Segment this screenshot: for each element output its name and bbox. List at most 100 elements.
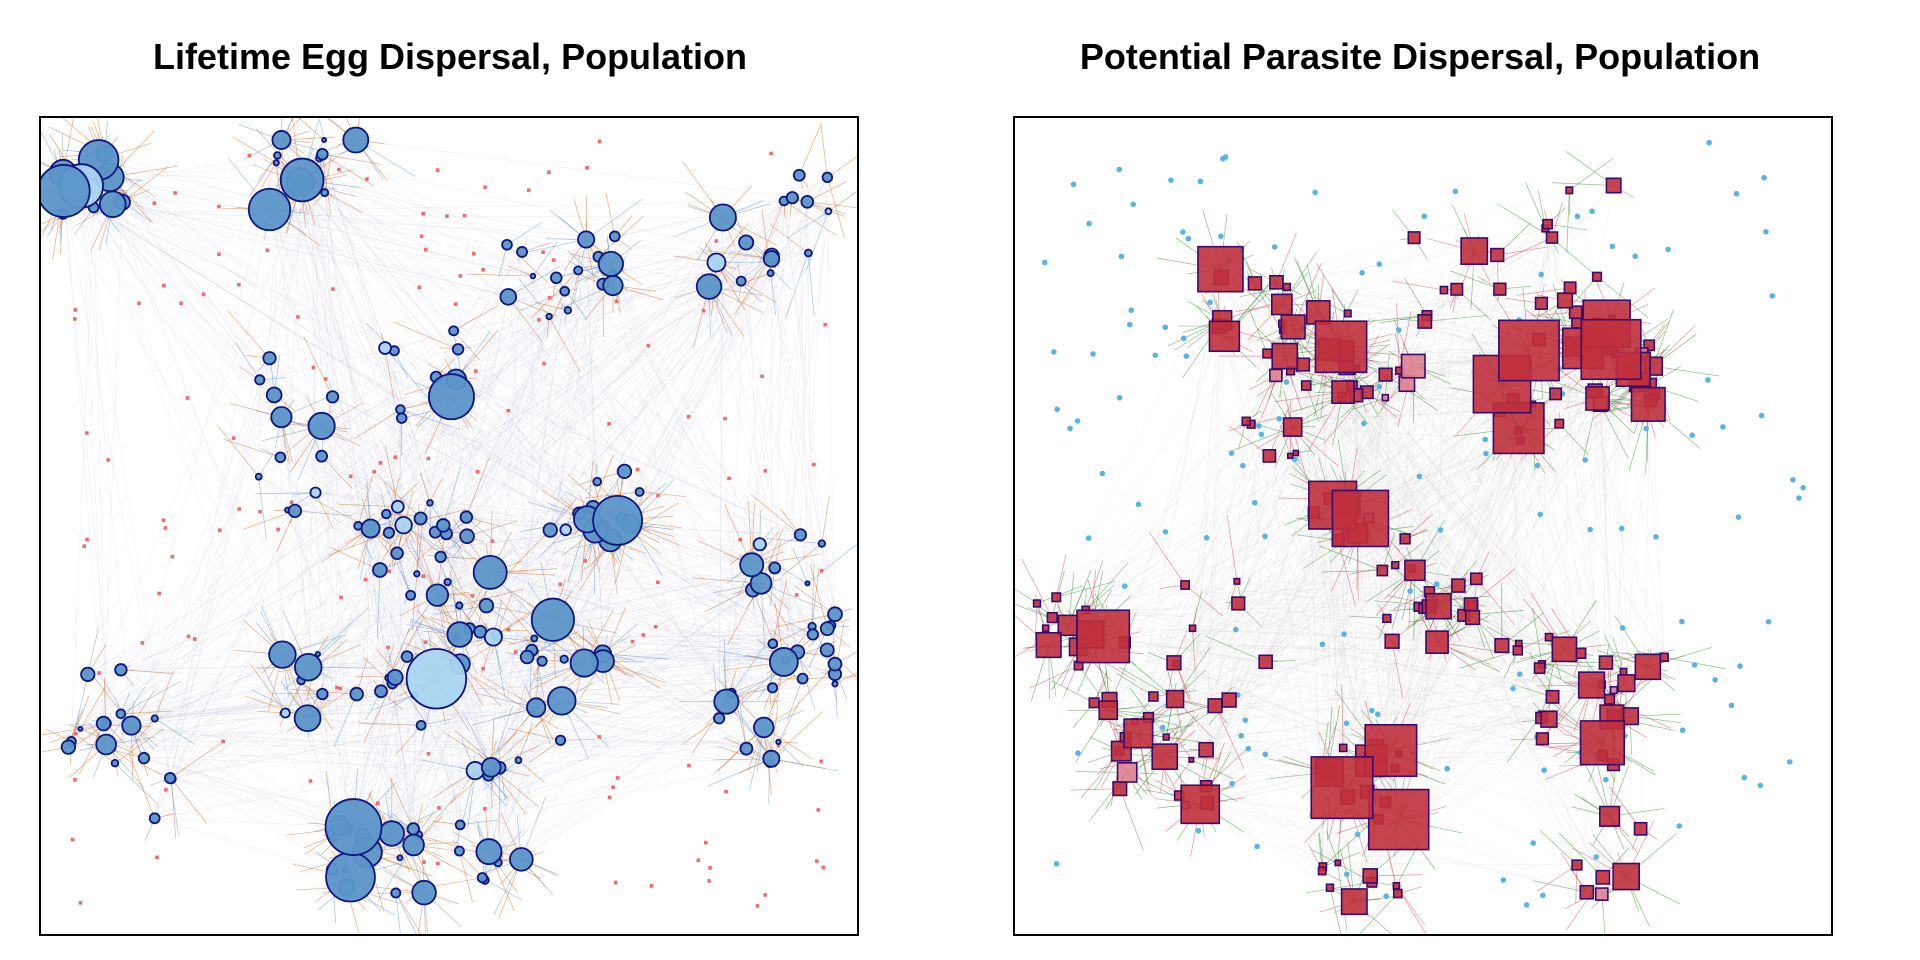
population-node	[1270, 293, 1293, 316]
population-node	[1035, 631, 1062, 659]
population-node	[374, 684, 388, 699]
population-node	[1612, 862, 1641, 891]
population-node	[164, 771, 177, 785]
population-node	[739, 741, 754, 756]
population-node	[1571, 859, 1583, 871]
population-node	[634, 487, 645, 497]
empty-site-marker	[1786, 759, 1793, 765]
population-node	[1317, 866, 1327, 876]
population-node	[1551, 636, 1578, 663]
empty-site-marker	[335, 685, 339, 690]
population-node	[454, 819, 466, 831]
empty-site-marker	[473, 369, 478, 373]
empty-site-marker	[1240, 462, 1246, 469]
population-node	[762, 250, 781, 268]
population-node	[793, 528, 807, 542]
empty-site-marker	[483, 185, 487, 190]
population-node	[713, 688, 740, 715]
population-node	[1198, 741, 1214, 758]
population-node	[415, 719, 427, 731]
population-node	[320, 188, 330, 198]
empty-site-marker	[331, 287, 335, 291]
population-node	[1123, 718, 1154, 749]
population-node	[1417, 313, 1433, 329]
empty-site-marker	[1203, 535, 1210, 541]
empty-site-marker	[1283, 379, 1290, 385]
population-node	[819, 642, 835, 658]
population-node	[1325, 883, 1335, 892]
population-node	[476, 872, 488, 884]
population-node	[273, 151, 282, 160]
empty-site-marker	[70, 837, 75, 842]
population-node	[1609, 686, 1618, 695]
population-node	[509, 847, 534, 872]
population-nodes	[41, 126, 843, 906]
empty-site-marker	[421, 574, 426, 578]
population-node	[768, 561, 782, 575]
population-node	[360, 518, 381, 539]
population-node	[279, 707, 291, 719]
empty-site-marker	[1452, 188, 1459, 195]
empty-site-marker	[760, 374, 764, 379]
empty-site-marker	[475, 470, 480, 474]
population-node	[1571, 317, 1583, 329]
empty-site-marker	[97, 671, 101, 675]
population-node	[616, 463, 633, 480]
population-node	[1051, 592, 1062, 603]
population-node	[530, 634, 539, 643]
empty-site-marker	[155, 855, 159, 860]
population-node	[1116, 762, 1138, 783]
empty-site-marker	[445, 214, 449, 218]
empty-site-marker	[1537, 511, 1544, 518]
empty-site-marker	[1041, 259, 1048, 266]
population-node	[265, 386, 283, 404]
population-node	[1046, 612, 1058, 624]
population-node	[1300, 380, 1312, 391]
empty-site-marker	[1376, 261, 1383, 267]
population-node	[529, 272, 537, 280]
population-node	[1207, 698, 1223, 714]
population-node	[545, 312, 553, 321]
empty-site-marker	[1126, 321, 1133, 328]
empty-site-marker	[1728, 702, 1735, 709]
empty-site-marker	[1374, 711, 1381, 718]
empty-site-marker	[823, 322, 828, 327]
empty-site-marker	[815, 859, 819, 864]
empty-site-marker	[1354, 831, 1361, 838]
population-node	[60, 739, 77, 755]
empty-site-marker	[819, 759, 823, 764]
population-node	[559, 654, 569, 664]
population-node	[1331, 380, 1355, 404]
population-node	[1568, 305, 1583, 320]
population-node	[1280, 314, 1306, 340]
empty-site-marker	[258, 509, 262, 514]
population-node	[1407, 231, 1421, 245]
empty-site-marker	[170, 554, 175, 559]
population-node	[378, 341, 392, 355]
empty-site-marker	[490, 539, 495, 543]
population-node	[1076, 609, 1131, 664]
empty-site-marker	[1643, 425, 1649, 432]
empty-site-marker	[1207, 299, 1213, 306]
population-node	[274, 451, 287, 464]
population-node	[110, 759, 120, 768]
empty-site-marker	[583, 559, 588, 563]
empty-site-marker	[1618, 525, 1625, 532]
empty-site-marker	[152, 201, 157, 206]
population-node	[1381, 393, 1390, 402]
empty-site-marker	[173, 191, 177, 195]
empty-site-marker	[231, 436, 236, 440]
empty-site-marker	[656, 580, 660, 585]
population-node	[262, 351, 277, 366]
population-node	[536, 655, 548, 667]
population-node	[1241, 416, 1251, 427]
empty-site-marker	[1075, 750, 1081, 756]
population-node	[459, 510, 474, 524]
population-node	[573, 265, 584, 276]
population-node	[443, 577, 452, 587]
empty-site-marker	[1679, 727, 1686, 734]
empty-site-marker	[1258, 431, 1265, 438]
population-node	[1231, 596, 1246, 611]
population-node	[1534, 296, 1548, 310]
population-node	[1262, 448, 1277, 463]
